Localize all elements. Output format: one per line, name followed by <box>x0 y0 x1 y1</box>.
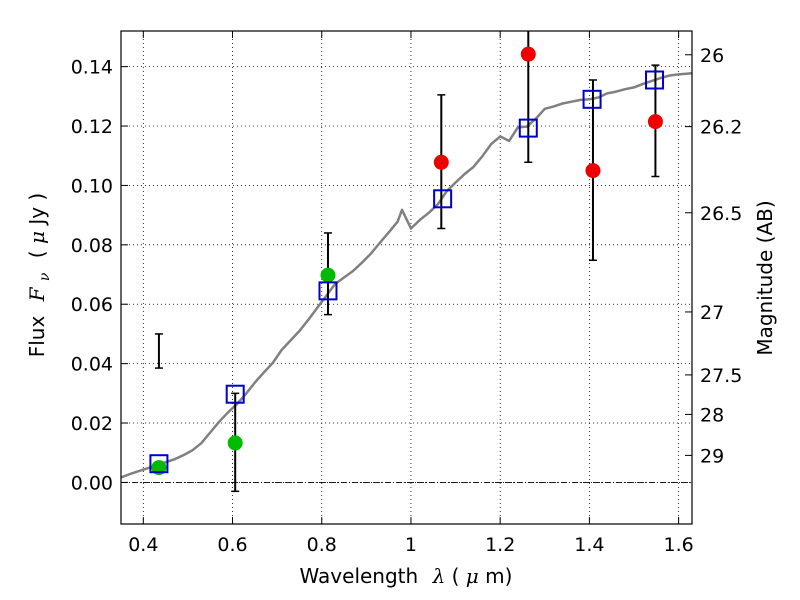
y-axis-title-text: Flux <box>25 316 49 358</box>
y2-tick-label: 26.2 <box>700 117 742 139</box>
model-point <box>582 89 602 109</box>
x-axis-title: Wavelength λ ( μ m) <box>300 564 513 588</box>
observed-point-upper <box>647 114 663 130</box>
y-tick-label: 0.04 <box>71 354 113 376</box>
y2-tick-label: 29 <box>700 445 724 467</box>
y-tick-label: 0.00 <box>71 472 113 494</box>
model-point <box>149 454 169 474</box>
y-tick-label: 0.14 <box>71 57 113 79</box>
y-axis-title-symbol: F <box>25 286 49 302</box>
x-axis-title-symbol: λ <box>432 564 446 588</box>
y-tick-label: 0.08 <box>71 235 113 257</box>
x-tick-label: 0.8 <box>307 534 337 556</box>
y-tick-label: 0.06 <box>71 294 113 316</box>
y-axis-title-unit-rest: Jy ) <box>25 193 49 227</box>
y-tick-label: 0.12 <box>71 116 113 138</box>
x-tick-label: 0.6 <box>217 534 247 556</box>
y2-tick-label: 27.5 <box>700 365 742 387</box>
x-tick-labels: 0.4 0.6 0.8 1 1.2 1.4 1.6 <box>128 534 694 556</box>
observed-point-detected <box>227 435 243 451</box>
x-tick-label: 0.4 <box>128 534 158 556</box>
y-axis-title-unit-mu: μ <box>25 231 49 244</box>
observed-point-upper <box>433 154 449 170</box>
y-tick-label: 0.02 <box>71 413 113 435</box>
observed-point-upper <box>585 163 601 179</box>
y2-tick-labels: 26 26.2 26.5 27 27.5 28 29 <box>700 45 742 468</box>
sed-curve-group <box>120 71 693 479</box>
observed-point-detected <box>320 267 336 283</box>
model-point <box>433 189 453 209</box>
plot-frame <box>120 30 693 525</box>
y2-tick-label: 27 <box>700 302 724 324</box>
y-axis-title-subscript: ν <box>37 272 53 281</box>
sed-curve <box>120 71 693 479</box>
x-axis-title-unit-open: ( <box>452 564 460 588</box>
y2-tick-label: 26 <box>700 45 724 67</box>
model-point <box>518 118 538 138</box>
observed-point-upper <box>520 46 536 62</box>
y-axis-title: Flux F ν ( μ Jy ) <box>25 193 54 358</box>
y-tick-label: 0.10 <box>71 175 113 197</box>
x-tick-label: 1.4 <box>574 534 604 556</box>
y2-axis-title: Magnitude (AB) <box>753 200 777 355</box>
x-axis-title-unit-mu: μ <box>466 564 479 588</box>
model-point <box>318 281 338 301</box>
y2-tick-label: 28 <box>700 404 724 426</box>
model-point <box>645 70 665 90</box>
grid <box>121 31 692 524</box>
x-tick-label: 1 <box>405 534 417 556</box>
model-points <box>149 70 665 474</box>
x-tick-label: 1.2 <box>485 534 515 556</box>
model-point <box>225 384 245 404</box>
y-axis-title-unit-open: ( <box>25 244 49 258</box>
x-tick-label: 1.6 <box>664 534 694 556</box>
ticks <box>121 31 692 524</box>
x-axis-title-text: Wavelength <box>300 564 419 588</box>
y-tick-labels: 0.00 0.02 0.04 0.06 0.08 0.10 0.12 0.14 <box>71 57 113 495</box>
x-axis-title-unit-rest: m) <box>485 564 512 588</box>
y2-tick-label: 26.5 <box>700 203 742 225</box>
